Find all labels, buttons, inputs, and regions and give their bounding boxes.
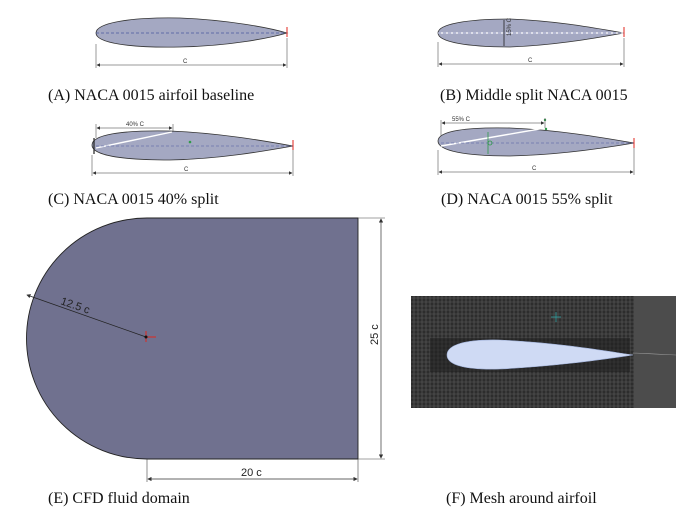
chord-label-b: C [528, 58, 533, 64]
airfoil-f [446, 339, 634, 370]
thickness-label-b: 15% C [507, 17, 513, 36]
airfoil-a [95, 17, 289, 48]
chord-label-a: C [183, 59, 188, 65]
fluid-domain [26, 217, 359, 460]
height-label: 25 c [369, 324, 381, 345]
split-label-c: 40% C [126, 122, 145, 128]
chord-label-d: C [532, 166, 537, 172]
panel-a: C [95, 17, 289, 68]
panel-c: 40% C C [91, 122, 294, 176]
caption-d: (D) NACA 0015 55% split [441, 191, 613, 208]
split-label-d: 55% C [452, 117, 471, 123]
radius-dimension [26, 294, 147, 338]
panel-e: 12.5 c 25 c 20 c [26, 217, 385, 482]
wake-refinement-mesh [634, 296, 676, 408]
panel-b: 15% C C [437, 17, 625, 67]
panel-f [411, 296, 677, 408]
length-label: 20 c [241, 467, 262, 479]
caption-a: (A) NACA 0015 airfoil baseline [48, 87, 255, 104]
chord-label-c: C [184, 167, 189, 173]
caption-b: (B) Middle split NACA 0015 [440, 87, 628, 104]
caption-f: (F) Mesh around airfoil [446, 490, 597, 507]
split-line-c [95, 131, 173, 149]
caption-e: (E) CFD fluid domain [48, 490, 190, 507]
caption-c: (C) NACA 0015 40% split [48, 191, 219, 208]
panel-d: 55% C C [437, 117, 635, 175]
airfoil-c [91, 130, 294, 161]
